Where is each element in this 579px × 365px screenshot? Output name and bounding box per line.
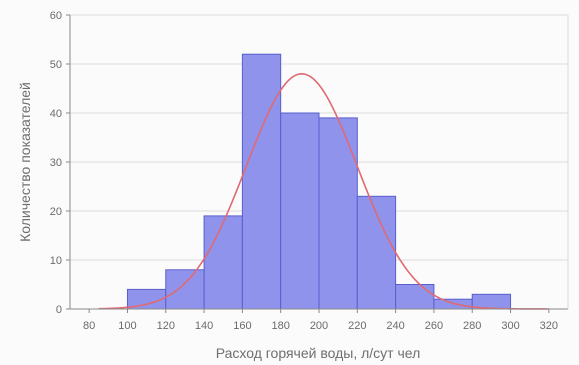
histogram-bar: [318, 117, 358, 310]
x-tick-label: 220: [348, 320, 366, 332]
y-tick-label: 30: [50, 157, 62, 169]
x-tick-label: 260: [425, 320, 443, 332]
tick-layer: 0 10 20 30 40 50 60 80 100 120 140 160 180 200 220 240 2…: [50, 10, 558, 332]
y-tick-label: 0: [56, 304, 62, 316]
y-tick-label: 10: [50, 255, 62, 267]
x-tick-label: 100: [118, 320, 136, 332]
bars-layer: [126, 53, 512, 310]
x-tick-label: 200: [310, 320, 328, 332]
y-axis-title: Количество показателей: [17, 82, 33, 242]
x-axis-title: Расход горячей воды, л/сут чел: [216, 345, 421, 361]
x-tick-label: 280: [463, 320, 481, 332]
x-tick-label: 80: [83, 320, 95, 332]
histogram-bar: [280, 112, 320, 310]
y-tick-label: 20: [50, 206, 62, 218]
histogram-bar: [165, 269, 205, 310]
histogram-bar: [241, 53, 282, 310]
x-tick-label: 140: [195, 320, 213, 332]
curve-layer: [98, 72, 549, 310]
y-tick-label: 60: [50, 10, 62, 22]
x-tick-label: 240: [386, 320, 404, 332]
x-tick-label: 300: [501, 320, 519, 332]
histogram-bar: [203, 215, 243, 310]
x-tick-label: 180: [272, 320, 290, 332]
x-tick-label: 120: [157, 320, 175, 332]
normal-curve: [98, 72, 549, 310]
x-tick-label: 160: [233, 320, 251, 332]
y-tick-label: 40: [50, 108, 62, 120]
histogram-bar: [395, 284, 435, 310]
y-tick-label: 50: [50, 59, 62, 71]
histogram-bar: [433, 298, 473, 310]
x-tick-label: 320: [540, 320, 558, 332]
